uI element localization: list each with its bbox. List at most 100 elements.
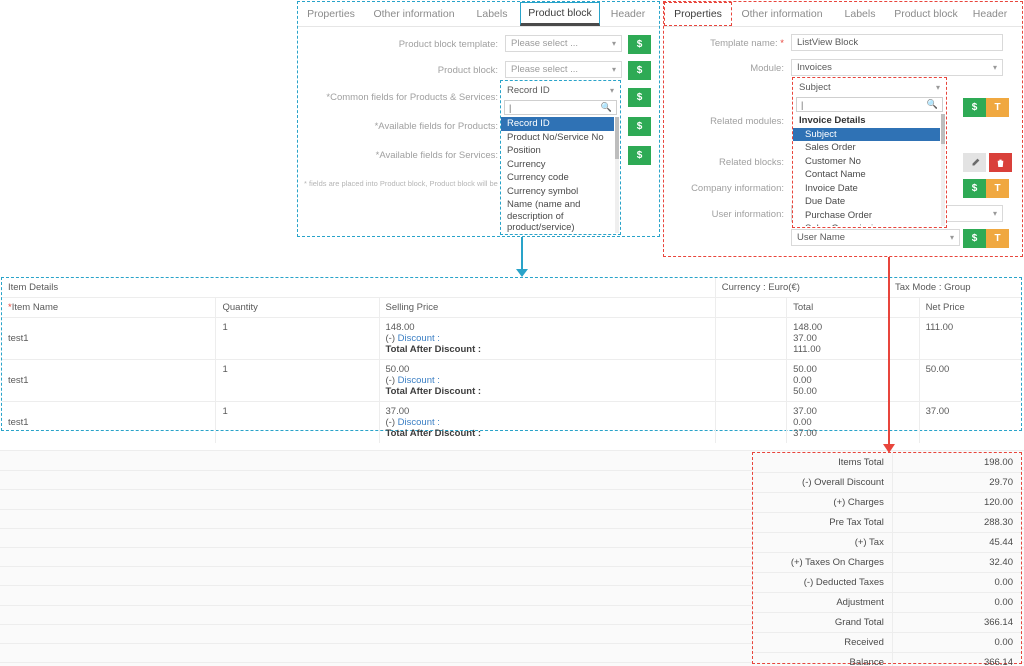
grid-line — [0, 643, 1024, 644]
dropdown-scrollbar-thumb[interactable] — [615, 117, 619, 159]
chevron-down-icon: ▾ — [611, 65, 616, 74]
dropdown-option[interactable]: Name (name and description of product/se… — [501, 198, 609, 233]
dollar-icon: $ — [636, 121, 643, 132]
summary-label: Received — [753, 632, 893, 653]
after-discount-value: 37.00 — [793, 428, 817, 439]
select-value: User Name — [797, 232, 846, 243]
cell-blank-1 — [715, 317, 788, 360]
summary-label[interactable]: (+) Taxes On Charges — [753, 552, 893, 573]
table-row[interactable]: test1 1 148.00 (-) (-) Discount :Discoun… — [2, 317, 1021, 360]
dollar-button[interactable]: $ — [628, 35, 651, 54]
tab-labels[interactable]: Labels — [464, 2, 520, 26]
tab-product-block[interactable]: Product block — [888, 2, 964, 26]
grid-line — [0, 623, 1024, 625]
discount-link-text[interactable]: Discount : — [397, 375, 440, 386]
connector-blue-arrowhead — [516, 269, 528, 277]
dollar-icon: $ — [636, 39, 643, 50]
summary-value: 288.30 — [892, 512, 1021, 533]
discount-link-text[interactable]: Discount : — [397, 417, 440, 428]
field-label: *Available fields for Services: — [375, 150, 498, 161]
edit-button[interactable] — [963, 153, 986, 172]
field-label: User information: — [711, 209, 784, 220]
related-modules-select[interactable]: Subject ▾ — [794, 79, 945, 95]
text-button[interactable]: T — [986, 229, 1009, 248]
col-net-price: Net Price — [919, 297, 1021, 318]
dropdown-option[interactable]: Currency symbol — [501, 185, 620, 199]
cell-blank-1 — [715, 401, 788, 443]
tab-labels[interactable]: Labels — [832, 2, 888, 26]
product-block-select[interactable]: Please select ... ▾ — [505, 61, 622, 78]
field-product-block: Product block: Please select ... ▾ $ — [298, 61, 659, 80]
related-modules-option-list[interactable]: Invoice Details Subject Sales Order Cust… — [793, 114, 946, 226]
summary-label[interactable]: (-) Overall Discount — [753, 472, 893, 493]
text-button[interactable]: T — [986, 179, 1009, 198]
dropdown-option[interactable]: Contact Name — [793, 168, 946, 182]
summary-value: 0.00 — [892, 632, 1021, 653]
template-name-input[interactable]: ListView Block — [791, 34, 1003, 51]
tab-header[interactable]: Header — [600, 2, 656, 26]
dropdown-scrollbar-thumb[interactable] — [941, 114, 945, 144]
dropdown-option[interactable]: Purchase Order — [793, 209, 946, 223]
tab-other-information[interactable]: Other information — [732, 2, 832, 26]
input-value: ListView Block — [797, 37, 859, 48]
cell-quantity: 1 — [215, 359, 380, 402]
dollar-button[interactable]: $ — [963, 229, 986, 248]
option-label: Sales Order — [805, 142, 856, 153]
tab-properties[interactable]: Properties — [298, 2, 364, 26]
related-modules-search-input[interactable]: | 🔍 — [796, 97, 943, 112]
cell-total: 37.00 0.00 37.00 — [786, 401, 889, 443]
dropdown-option[interactable]: Currency — [501, 158, 620, 172]
dollar-button[interactable]: $ — [628, 88, 651, 107]
table-row[interactable]: test1 1 50.00 (-) Discount : Total After… — [2, 359, 1021, 402]
dropdown-scrollbar-track[interactable] — [941, 114, 945, 226]
dropdown-option[interactable]: Position — [501, 144, 620, 158]
common-fields-search-input[interactable]: | 🔍 — [504, 100, 617, 115]
summary-label[interactable]: (+) Charges — [753, 492, 893, 513]
tab-properties[interactable]: Properties — [664, 2, 732, 26]
summary-label[interactable]: (+) Tax — [753, 532, 893, 553]
summary-label[interactable]: (-) Deducted Taxes — [753, 572, 893, 593]
delete-button[interactable] — [989, 153, 1012, 172]
tab-label: Other information — [373, 8, 455, 20]
discount-line: (-) Discount : — [385, 417, 440, 428]
cell-selling-price: 37.00 (-) Discount : Total After Discoun… — [379, 401, 716, 443]
total-value: 148.00 — [793, 322, 823, 333]
option-label: Due Date — [805, 196, 846, 207]
dollar-button[interactable]: $ — [628, 146, 651, 165]
dropdown-option[interactable]: Product No/Service No — [501, 131, 620, 145]
discount-link-text[interactable]: Discount : — [397, 333, 440, 344]
product-block-footnote: * fields are placed into Product block, … — [304, 179, 539, 188]
dropdown-option[interactable]: Subject — [793, 127, 940, 141]
tab-other-information[interactable]: Other information — [364, 2, 464, 26]
user-name-select[interactable]: User Name ▾ — [791, 229, 960, 246]
dollar-button[interactable]: $ — [628, 117, 651, 136]
product-block-template-select[interactable]: Please select ... ▾ — [505, 35, 622, 52]
dropdown-option[interactable]: Sales Order — [793, 141, 946, 155]
grid-line — [0, 508, 1024, 510]
field-label: *Common fields for Products & Services: — [326, 92, 498, 103]
dropdown-scrollbar-track[interactable] — [615, 117, 619, 233]
product-block-panel: Properties Other information Labels Prod… — [297, 1, 660, 237]
dropdown-option[interactable]: Invoice Date — [793, 182, 946, 196]
tax-mode-label: Tax Mode : Group — [888, 278, 1021, 298]
dollar-button[interactable]: $ — [963, 98, 986, 117]
module-select[interactable]: Invoices ▾ — [791, 59, 1003, 76]
tab-product-block[interactable]: Product block — [520, 2, 600, 26]
dropdown-option[interactable]: Customer No — [793, 155, 946, 169]
dropdown-option[interactable]: Currency code — [501, 171, 620, 185]
dollar-button[interactable]: $ — [963, 179, 986, 198]
dropdown-option[interactable]: Record ID — [501, 117, 614, 131]
dollar-button[interactable]: $ — [628, 61, 651, 80]
text-button[interactable]: T — [986, 98, 1009, 117]
common-fields-select[interactable]: Record ID ▾ — [502, 82, 619, 98]
tab-header[interactable]: Header — [964, 2, 1016, 26]
currency-label: Currency : Euro(€) — [715, 278, 890, 298]
left-tabbar: Properties Other information Labels Prod… — [298, 2, 659, 27]
after-discount-value: 50.00 — [793, 386, 817, 397]
summary-row: Items Total 198.00 — [753, 453, 1021, 473]
dropdown-option[interactable]: Due Date — [793, 195, 946, 209]
table-row[interactable]: test1 1 37.00 (-) Discount : Total After… — [2, 401, 1021, 443]
discount-value: 0.00 — [793, 417, 812, 428]
common-fields-option-list[interactable]: Record ID Product No/Service No Position… — [501, 117, 620, 233]
dropdown-option[interactable]: Sales Commission — [793, 222, 946, 226]
